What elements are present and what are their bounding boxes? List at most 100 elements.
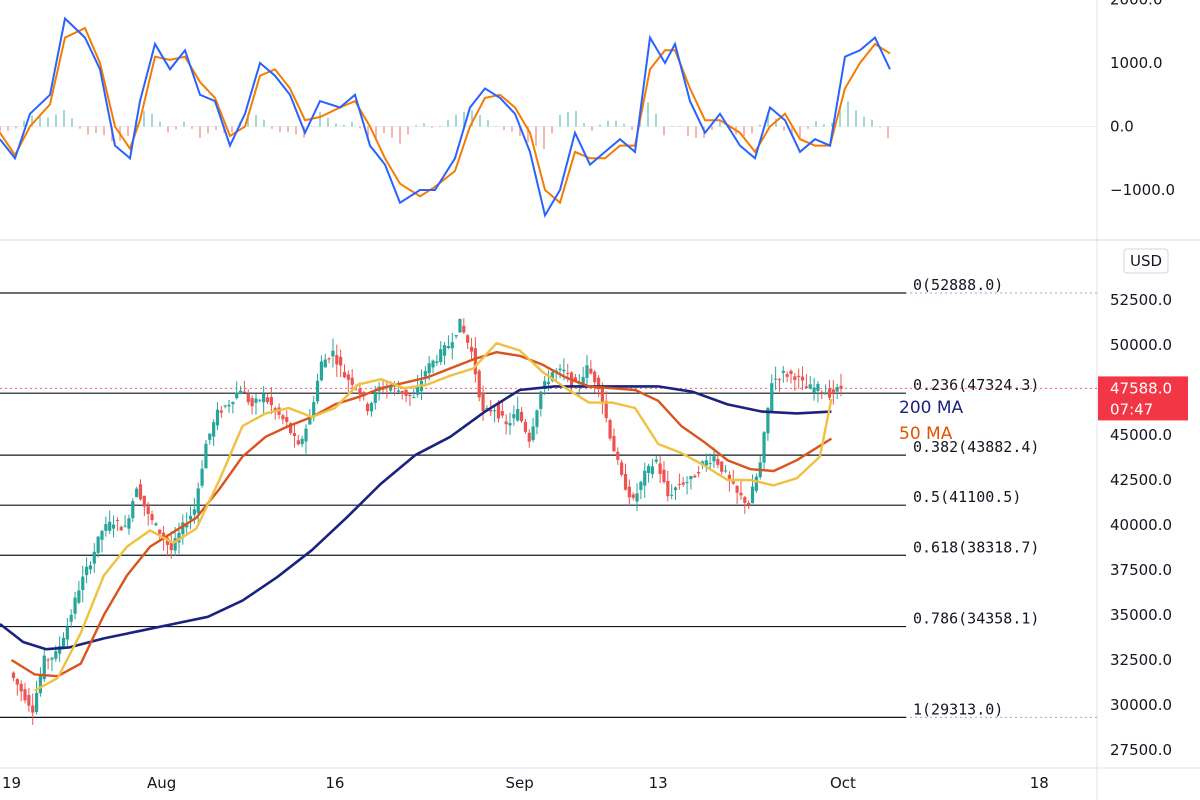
oscillator-histogram-bar: [831, 122, 833, 127]
candle-body: [731, 481, 735, 484]
oscillator-histogram-bar: [567, 112, 569, 127]
candle-body: [27, 695, 31, 706]
candle-body: [231, 402, 235, 405]
candle-body: [600, 388, 604, 404]
candle-body: [150, 514, 154, 521]
candle-body: [265, 397, 270, 403]
candle-body: [508, 423, 512, 426]
candle-body: [11, 672, 16, 679]
candle-body: [404, 389, 408, 396]
candle-body: [165, 537, 170, 545]
candle-body: [546, 381, 551, 385]
oscillator-histogram-bar: [103, 126, 105, 136]
oscillator-histogram-bar: [0, 126, 1, 133]
candle-body: [42, 655, 46, 680]
candle-body: [146, 506, 150, 514]
candle-body: [427, 363, 431, 374]
oscillator-histogram-bar: [503, 126, 505, 131]
oscillator-histogram-bar: [127, 126, 129, 137]
oscillator-histogram-bar: [767, 112, 769, 127]
candle-body: [808, 384, 812, 389]
candle-body: [381, 388, 385, 390]
candle-body: [69, 614, 73, 622]
oscillator-histogram-bar: [647, 102, 649, 127]
candle-body: [158, 529, 162, 534]
candle-body: [573, 377, 578, 383]
x-tick-label: 18: [1030, 774, 1049, 792]
candle-body: [181, 522, 185, 535]
oscillator-y-tick-label: 1000.0: [1110, 54, 1163, 72]
candle-body: [739, 492, 743, 496]
axes: 2000.01000.00.0−1000.052500.050000.04750…: [2, 0, 1188, 792]
fib-level-label: 0(52888.0): [913, 276, 1003, 294]
candle-body: [396, 390, 400, 392]
candle-body: [650, 466, 655, 475]
oscillator-histogram-bar: [799, 126, 801, 138]
oscillator-histogram-bar: [743, 126, 745, 137]
candle-body: [512, 414, 516, 419]
candle-body: [670, 494, 674, 496]
oscillator-histogram-bar: [391, 126, 393, 138]
oscillator-histogram-bar: [471, 110, 473, 127]
candle-body: [285, 417, 289, 423]
candle-body: [250, 398, 254, 407]
candle-body: [400, 390, 404, 394]
candle-body: [593, 371, 597, 383]
candle-body: [408, 394, 412, 397]
oscillator-histogram-bar: [543, 126, 545, 149]
unit-label: USD: [1130, 252, 1162, 270]
oscillator-histogram-bar: [383, 126, 385, 133]
oscillator-histogram-bar: [847, 101, 849, 127]
candle-body: [58, 645, 62, 654]
candle-body: [38, 675, 43, 694]
candle-body: [204, 443, 208, 469]
candle-body: [785, 374, 789, 377]
oscillator-histogram-bar: [151, 113, 153, 127]
oscillator-histogram-bar: [71, 118, 73, 127]
oscillator-histogram-bar: [583, 123, 585, 127]
candle-body: [797, 375, 801, 377]
candle-body: [712, 456, 716, 462]
candle-body: [523, 421, 528, 432]
candle-body: [500, 411, 504, 416]
candle-body: [708, 463, 712, 465]
candle-body: [185, 524, 189, 528]
x-tick-label: Aug: [147, 774, 176, 792]
candle-body: [804, 386, 808, 389]
oscillator-histogram-bar: [551, 126, 553, 134]
candle-body: [88, 565, 93, 570]
candle-body: [781, 370, 785, 373]
candle-body: [104, 524, 108, 531]
oscillator-histogram-bar: [47, 117, 49, 127]
fib-level-label: 0.786(34358.1): [913, 610, 1039, 628]
x-tick-label: Oct: [830, 774, 856, 792]
candle-body: [562, 369, 566, 372]
fib-level-label: 0.236(47324.3): [913, 376, 1039, 394]
oscillator-histogram-bar: [431, 126, 433, 128]
price-y-tick-label: 32500.0: [1110, 651, 1172, 669]
x-tick-label: Sep: [505, 774, 533, 792]
candle-body: [639, 481, 643, 490]
oscillator-histogram-bar: [335, 123, 337, 127]
candle-body: [177, 532, 181, 543]
current-price-countdown: 07:47: [1110, 400, 1153, 418]
oscillator-histogram-bar: [783, 126, 785, 131]
candle-body: [527, 432, 531, 442]
oscillator-histogram-bar: [423, 123, 425, 127]
candle-body: [616, 451, 620, 460]
candle-body: [477, 370, 481, 398]
candle-body: [173, 538, 177, 551]
candle-body: [689, 476, 693, 480]
candle-body: [543, 381, 547, 389]
candle-body: [135, 488, 139, 498]
oscillator-signal-line: [0, 26, 891, 205]
oscillator-histogram-bar: [23, 120, 25, 127]
candle-body: [462, 325, 466, 333]
candle-body: [504, 421, 508, 425]
candle-body: [658, 463, 662, 475]
candle-body: [296, 440, 300, 445]
oscillator-histogram-bar: [191, 126, 193, 129]
candle-body: [558, 368, 562, 371]
oscillator-histogram-bar: [487, 120, 489, 127]
